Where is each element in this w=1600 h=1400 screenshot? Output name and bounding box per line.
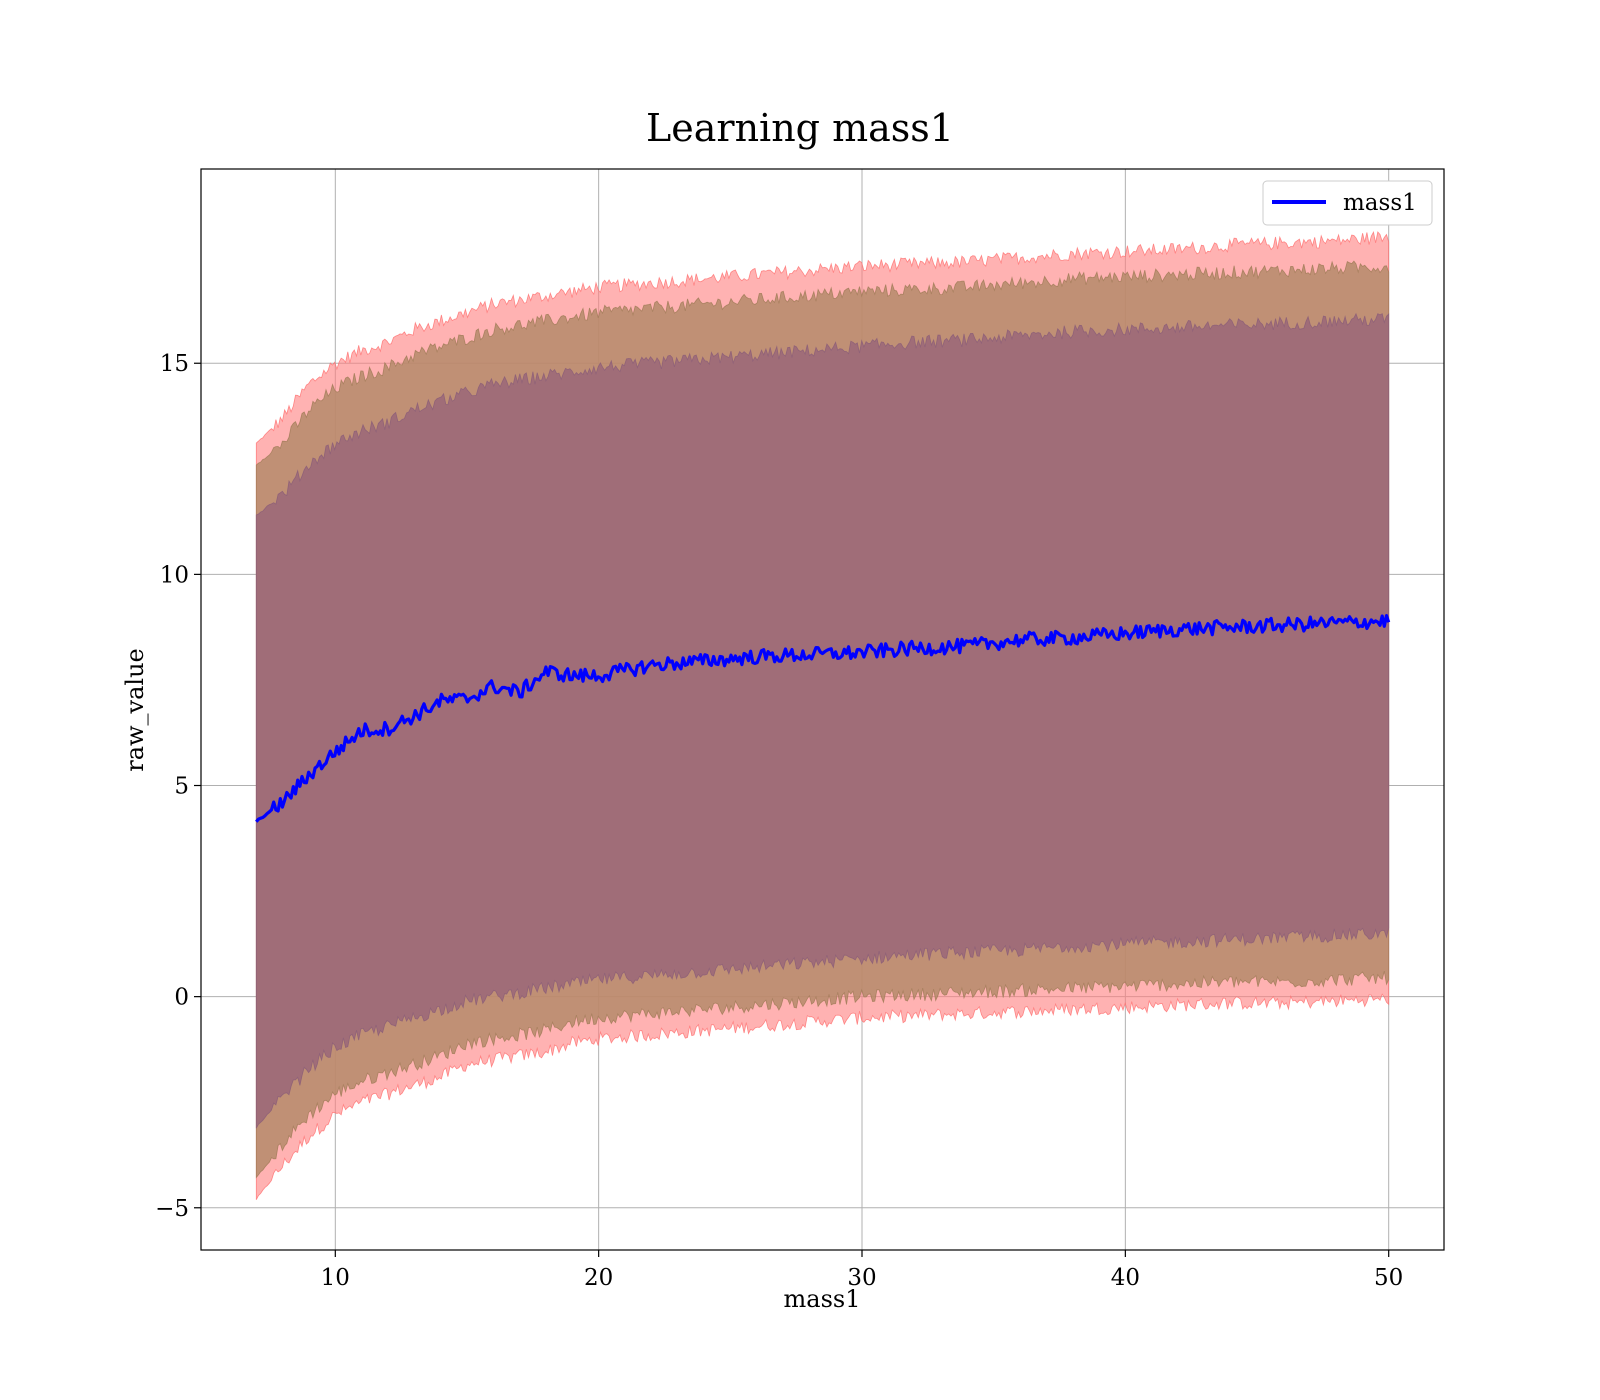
legend-label: mass1 (1343, 190, 1417, 216)
series-lines (255, 613, 1391, 823)
x-tick-label: 20 (584, 1265, 613, 1291)
y-tick-label: 5 (174, 774, 189, 800)
x-tick-label: 40 (1111, 1265, 1140, 1291)
x-tick-label: 10 (321, 1265, 350, 1291)
y-tick-label: −5 (155, 1196, 189, 1222)
band-inner (255, 312, 1390, 1129)
y-tick-label: 10 (160, 562, 189, 588)
x-tick-label: 30 (847, 1265, 876, 1291)
x-axis-label: mass1 (784, 1285, 861, 1313)
chart-title: Learning mass1 (646, 106, 954, 150)
plot-frame (200, 168, 1445, 1251)
x-tick-label: 50 (1374, 1265, 1403, 1291)
y-tick-label: 15 (160, 351, 189, 377)
legend-box (1262, 180, 1433, 226)
bands (255, 231, 1390, 1200)
legend: mass1 (1262, 180, 1433, 226)
series-line-mass1 (255, 613, 1391, 823)
ticks: 10 20 30 40 50 −5 0 5 10 15 (155, 351, 1403, 1291)
y-tick-label: 0 (174, 985, 189, 1011)
y-axis-label: raw_value (121, 648, 149, 772)
